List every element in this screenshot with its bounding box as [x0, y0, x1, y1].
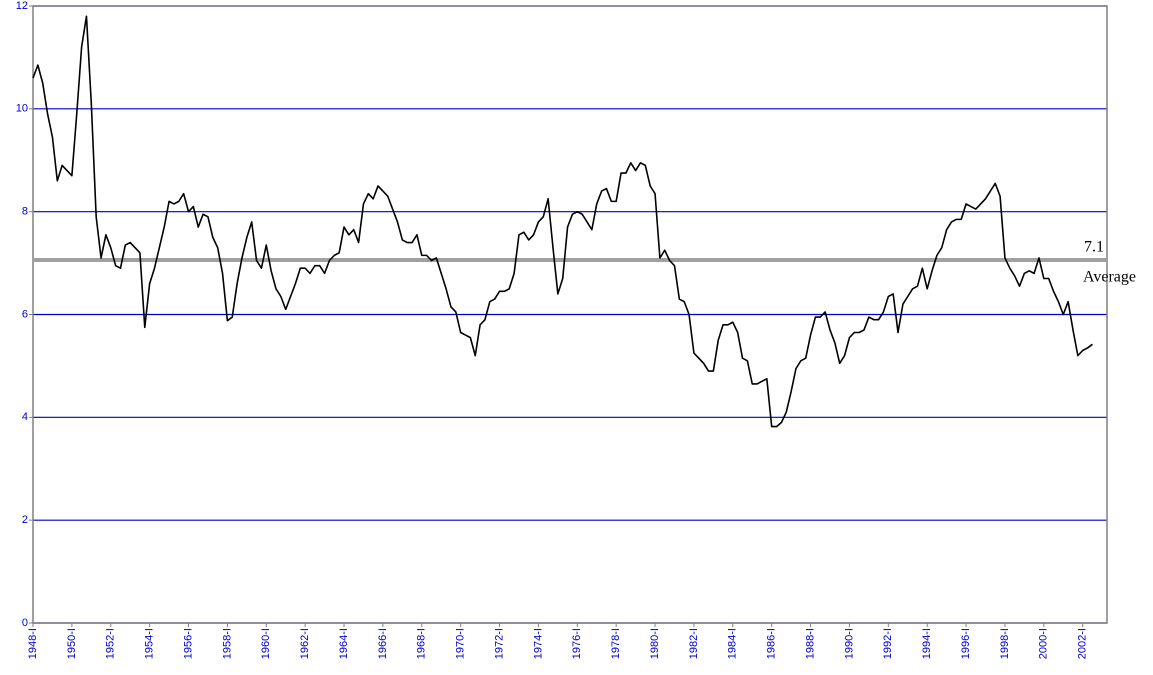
x-tick-label: 1982-I [688, 628, 700, 659]
x-tick-label: 1984-I [727, 628, 739, 659]
y-tick-label: 6 [22, 308, 28, 320]
x-tick-label: 1998-I [999, 628, 1011, 659]
x-tick-label: 1950-I [66, 628, 78, 659]
x-tick-label: 1966-I [377, 628, 389, 659]
x-tick-label: 1996-I [960, 628, 972, 659]
x-tick-label: 1968-I [416, 628, 428, 659]
plot-border [32, 5, 1108, 624]
x-tick-label: 1964-I [338, 628, 350, 659]
x-tick-label: 1960-I [260, 628, 272, 659]
y-tick-label: 0 [22, 617, 28, 629]
average-value-label: 7.1 [1084, 239, 1104, 256]
x-tick-label: 1976-I [571, 628, 583, 659]
x-tick-label: 1956-I [182, 628, 194, 659]
y-tick-label: 4 [22, 411, 28, 423]
x-tick-label: 1974-I [532, 628, 544, 659]
y-tick-label: 8 [22, 206, 28, 218]
x-tick-label: 2002-I [1077, 628, 1089, 659]
x-tick-label: 1992-I [882, 628, 894, 659]
x-tick-label: 1970-I [455, 628, 467, 659]
x-tick-label: 1978-I [610, 628, 622, 659]
x-tick-label: 1948-I [27, 628, 39, 659]
x-tick-label: 1980-I [649, 628, 661, 659]
x-tick-label: 1972-I [493, 628, 505, 659]
x-tick-label: 1958-I [221, 628, 233, 659]
x-tick-label: 1988-I [804, 628, 816, 659]
x-tick-label: 1952-I [105, 628, 117, 659]
x-tick-label: 1994-I [921, 628, 933, 659]
x-tick-label: 1962-I [299, 628, 311, 659]
y-tick-label: 12 [16, 0, 28, 12]
y-tick-label: 10 [16, 103, 28, 115]
y-tick-label: 2 [22, 514, 28, 526]
x-tick-label: 1990-I [843, 628, 855, 659]
x-tick-label: 1986-I [766, 628, 778, 659]
data-line [32, 15, 1093, 428]
average-label: Average [1083, 269, 1136, 286]
x-tick-label: 2000-I [1038, 628, 1050, 659]
x-tick-label: 1954-I [144, 628, 156, 659]
